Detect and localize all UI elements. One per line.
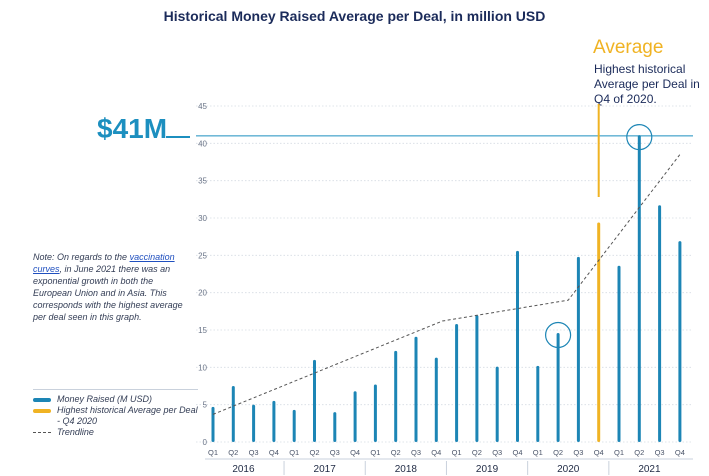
year-label: 2018 xyxy=(395,464,418,475)
legend-item-money-raised: Money Raised (M USD) xyxy=(33,394,198,405)
legend-label-trendline: Trendline xyxy=(57,427,94,437)
x-tick-label: Q2 xyxy=(228,448,238,457)
legend-swatch-trendline xyxy=(33,432,51,433)
x-tick-label: Q1 xyxy=(452,448,462,457)
bar xyxy=(353,391,357,442)
x-tick-label: Q1 xyxy=(289,448,299,457)
y-tick-label: 15 xyxy=(198,326,207,335)
legend-swatch-highest-average xyxy=(33,409,51,413)
highlight-circle xyxy=(626,124,653,151)
bar xyxy=(576,256,580,442)
bar xyxy=(292,409,296,442)
bar xyxy=(658,205,662,442)
y-tick-label: 10 xyxy=(198,363,207,372)
year-label: 2020 xyxy=(557,464,580,475)
y-tick-label: 30 xyxy=(198,214,207,223)
x-tick-label: Q3 xyxy=(330,448,340,457)
bar xyxy=(536,365,540,442)
bar xyxy=(272,400,276,442)
year-label: 2017 xyxy=(314,464,337,475)
x-tick-label: Q1 xyxy=(533,448,543,457)
bar xyxy=(231,386,235,442)
x-tick-label: Q4 xyxy=(594,448,604,457)
x-tick-label: Q3 xyxy=(573,448,583,457)
y-tick-label: 20 xyxy=(198,289,207,298)
x-tick-label: Q2 xyxy=(309,448,319,457)
y-tick-label: 5 xyxy=(203,401,208,410)
annotation-title: Average xyxy=(593,37,664,58)
x-tick-label: Q2 xyxy=(634,448,644,457)
legend-divider xyxy=(33,389,198,390)
y-tick-label: 40 xyxy=(198,139,207,148)
bar xyxy=(252,404,256,442)
bar xyxy=(373,384,377,442)
bar xyxy=(313,359,316,442)
vaccination-curves-link[interactable]: vaccination curves xyxy=(33,252,175,274)
bar xyxy=(333,412,337,442)
x-tick-label: Q2 xyxy=(391,448,401,457)
annotation-text: Highest historical Average per Deal in Q… xyxy=(594,62,700,106)
y-tick-label: 35 xyxy=(198,177,207,186)
trendline xyxy=(212,154,681,415)
x-tick-label: Q3 xyxy=(655,448,665,457)
x-tick-label: Q3 xyxy=(492,448,502,457)
bar xyxy=(475,315,479,442)
bar xyxy=(516,250,519,442)
x-tick-label: Q4 xyxy=(431,448,441,457)
chart-title: Historical Money Raised Average per Deal… xyxy=(163,8,546,24)
legend: Money Raised (M USD) Highest historical … xyxy=(33,389,198,438)
bar xyxy=(434,357,438,442)
legend-swatch-money-raised xyxy=(33,398,51,402)
year-label: 2021 xyxy=(638,464,661,475)
x-tick-label: Q3 xyxy=(411,448,421,457)
x-tick-label: Q1 xyxy=(208,448,218,457)
year-label: 2019 xyxy=(476,464,499,475)
x-tick-label: Q2 xyxy=(553,448,563,457)
bar xyxy=(597,222,601,442)
x-tick-label: Q4 xyxy=(675,448,685,457)
y-tick-label: 25 xyxy=(198,251,207,260)
legend-item-highest-average: Highest historical Average per Deal - Q4… xyxy=(33,405,198,427)
bar xyxy=(678,241,682,442)
year-label: 2016 xyxy=(232,464,255,475)
x-tick-label: Q4 xyxy=(269,448,279,457)
highlight-circle xyxy=(544,321,572,349)
bar xyxy=(211,406,215,442)
bar xyxy=(414,336,418,442)
x-tick-label: Q4 xyxy=(512,448,522,457)
note-prefix: Note: On regards to the xyxy=(33,252,130,262)
bar xyxy=(556,332,560,442)
note-suffix: , in June 2021 there was an exponential … xyxy=(33,264,183,322)
highlight-value: $41M xyxy=(97,113,168,144)
x-tick-label: Q2 xyxy=(472,448,482,457)
bar xyxy=(495,366,499,442)
bar xyxy=(455,324,459,442)
x-tick-label: Q3 xyxy=(249,448,259,457)
x-tick-label: Q4 xyxy=(350,448,360,457)
bar xyxy=(394,350,398,442)
y-tick-label: 45 xyxy=(198,102,207,111)
legend-label-highest-average: Highest historical Average per Deal - Q4… xyxy=(57,405,198,426)
highlight-dash xyxy=(166,136,190,138)
note-text: Note: On regards to the vaccination curv… xyxy=(33,251,183,323)
legend-label-money-raised: Money Raised (M USD) xyxy=(57,394,153,404)
y-tick-label: 0 xyxy=(203,438,208,447)
bar xyxy=(637,135,641,442)
x-tick-label: Q1 xyxy=(370,448,380,457)
legend-item-trendline: Trendline xyxy=(33,427,198,438)
x-tick-label: Q1 xyxy=(614,448,624,457)
bar xyxy=(617,265,621,442)
